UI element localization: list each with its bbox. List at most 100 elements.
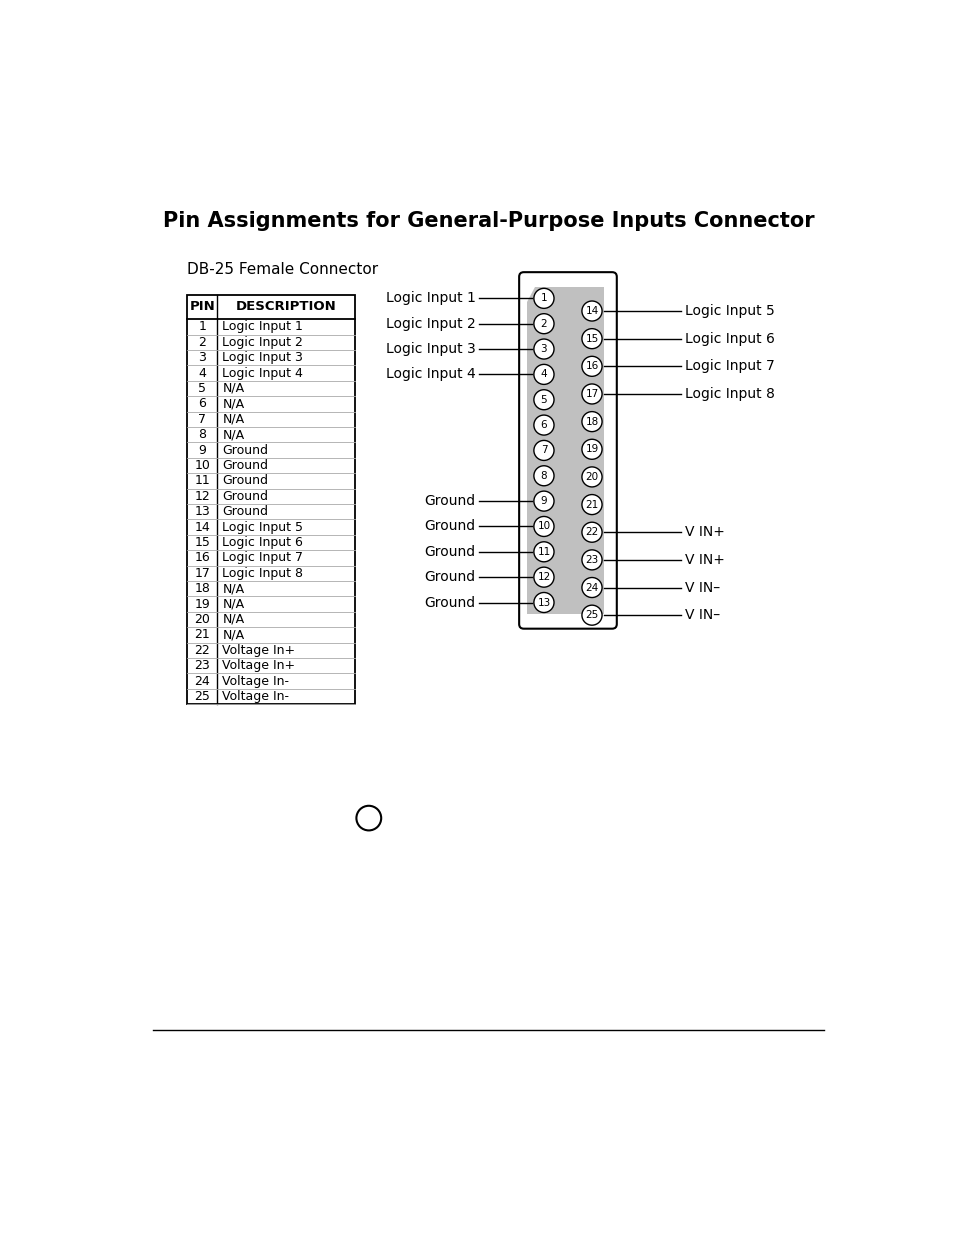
Circle shape xyxy=(534,516,554,536)
Text: N/A: N/A xyxy=(222,412,244,426)
Text: 25: 25 xyxy=(585,610,598,620)
Text: V IN–: V IN– xyxy=(684,580,720,594)
Text: Logic Input 5: Logic Input 5 xyxy=(684,304,774,319)
Text: PIN: PIN xyxy=(189,300,214,314)
Text: Voltage In+: Voltage In+ xyxy=(222,643,295,657)
Text: N/A: N/A xyxy=(222,429,244,441)
Circle shape xyxy=(581,440,601,459)
Text: Ground: Ground xyxy=(222,459,268,472)
Text: V IN–: V IN– xyxy=(684,608,720,622)
Text: 1: 1 xyxy=(198,320,206,333)
Text: 3: 3 xyxy=(198,351,206,364)
Text: Ground: Ground xyxy=(424,545,476,558)
Text: 4: 4 xyxy=(198,367,206,379)
Text: DESCRIPTION: DESCRIPTION xyxy=(235,300,335,314)
Polygon shape xyxy=(526,287,604,614)
Text: 21: 21 xyxy=(194,629,210,641)
Text: Logic Input 1: Logic Input 1 xyxy=(222,320,303,333)
Text: Logic Input 6: Logic Input 6 xyxy=(222,536,303,548)
Text: 22: 22 xyxy=(194,643,210,657)
Circle shape xyxy=(534,492,554,511)
Circle shape xyxy=(581,494,601,515)
Bar xyxy=(187,294,355,704)
Circle shape xyxy=(534,593,554,613)
Text: 8: 8 xyxy=(198,429,206,441)
FancyBboxPatch shape xyxy=(518,272,617,629)
Text: 3: 3 xyxy=(540,345,547,354)
Text: 11: 11 xyxy=(537,547,550,557)
Text: 16: 16 xyxy=(585,362,598,372)
Text: Pin Assignments for General-Purpose Inputs Connector: Pin Assignments for General-Purpose Inpu… xyxy=(163,211,814,231)
Text: 23: 23 xyxy=(585,555,598,564)
Text: 17: 17 xyxy=(194,567,210,579)
Text: N/A: N/A xyxy=(222,382,244,395)
Text: Logic Input 7: Logic Input 7 xyxy=(684,359,774,373)
Text: Ground: Ground xyxy=(424,595,476,610)
Text: N/A: N/A xyxy=(222,398,244,410)
Text: 5: 5 xyxy=(198,382,206,395)
Text: Logic Input 3: Logic Input 3 xyxy=(222,351,303,364)
Text: 18: 18 xyxy=(585,416,598,426)
Text: 21: 21 xyxy=(585,500,598,510)
Text: 6: 6 xyxy=(540,420,547,430)
Text: 13: 13 xyxy=(194,505,210,519)
Text: Logic Input 2: Logic Input 2 xyxy=(222,336,303,348)
Circle shape xyxy=(581,301,601,321)
Text: 13: 13 xyxy=(537,598,550,608)
Text: 2: 2 xyxy=(198,336,206,348)
Circle shape xyxy=(534,288,554,309)
Text: Logic Input 8: Logic Input 8 xyxy=(222,567,303,579)
Text: V IN+: V IN+ xyxy=(684,553,724,567)
Text: Logic Input 3: Logic Input 3 xyxy=(386,342,476,356)
Text: 15: 15 xyxy=(194,536,210,548)
Text: Ground: Ground xyxy=(424,520,476,534)
Text: Voltage In-: Voltage In- xyxy=(222,674,289,688)
Circle shape xyxy=(581,522,601,542)
Circle shape xyxy=(534,314,554,333)
Text: 11: 11 xyxy=(194,474,210,488)
Text: 24: 24 xyxy=(194,674,210,688)
Text: N/A: N/A xyxy=(222,598,244,610)
Text: 6: 6 xyxy=(198,398,206,410)
Circle shape xyxy=(534,415,554,435)
Circle shape xyxy=(581,384,601,404)
Text: Ground: Ground xyxy=(222,505,268,519)
Text: 8: 8 xyxy=(540,471,547,480)
Circle shape xyxy=(581,411,601,432)
Circle shape xyxy=(534,567,554,587)
Text: Voltage In-: Voltage In- xyxy=(222,690,289,703)
Text: Logic Input 8: Logic Input 8 xyxy=(684,387,774,401)
Text: Ground: Ground xyxy=(424,494,476,508)
Text: 7: 7 xyxy=(540,446,547,456)
Text: 18: 18 xyxy=(194,582,210,595)
Text: Ground: Ground xyxy=(222,443,268,457)
Text: 15: 15 xyxy=(585,333,598,343)
Circle shape xyxy=(581,578,601,598)
Circle shape xyxy=(534,441,554,461)
Text: Ground: Ground xyxy=(222,490,268,503)
Text: 10: 10 xyxy=(194,459,210,472)
Circle shape xyxy=(534,542,554,562)
Text: 12: 12 xyxy=(537,572,550,582)
Text: 17: 17 xyxy=(585,389,598,399)
Text: 23: 23 xyxy=(194,659,210,672)
Text: 25: 25 xyxy=(194,690,210,703)
Text: 22: 22 xyxy=(585,527,598,537)
Text: 2: 2 xyxy=(540,319,547,329)
Text: 4: 4 xyxy=(540,369,547,379)
Text: Voltage In+: Voltage In+ xyxy=(222,659,295,672)
Text: 5: 5 xyxy=(540,395,547,405)
Circle shape xyxy=(581,467,601,487)
Text: Logic Input 6: Logic Input 6 xyxy=(684,332,774,346)
Text: N/A: N/A xyxy=(222,582,244,595)
Circle shape xyxy=(581,550,601,569)
Text: 7: 7 xyxy=(198,412,206,426)
Text: V IN+: V IN+ xyxy=(684,525,724,540)
Text: Logic Input 7: Logic Input 7 xyxy=(222,551,303,564)
Circle shape xyxy=(534,390,554,410)
Text: 24: 24 xyxy=(585,583,598,593)
Text: 14: 14 xyxy=(194,520,210,534)
Circle shape xyxy=(534,340,554,359)
Text: 16: 16 xyxy=(194,551,210,564)
Text: 9: 9 xyxy=(540,496,547,506)
